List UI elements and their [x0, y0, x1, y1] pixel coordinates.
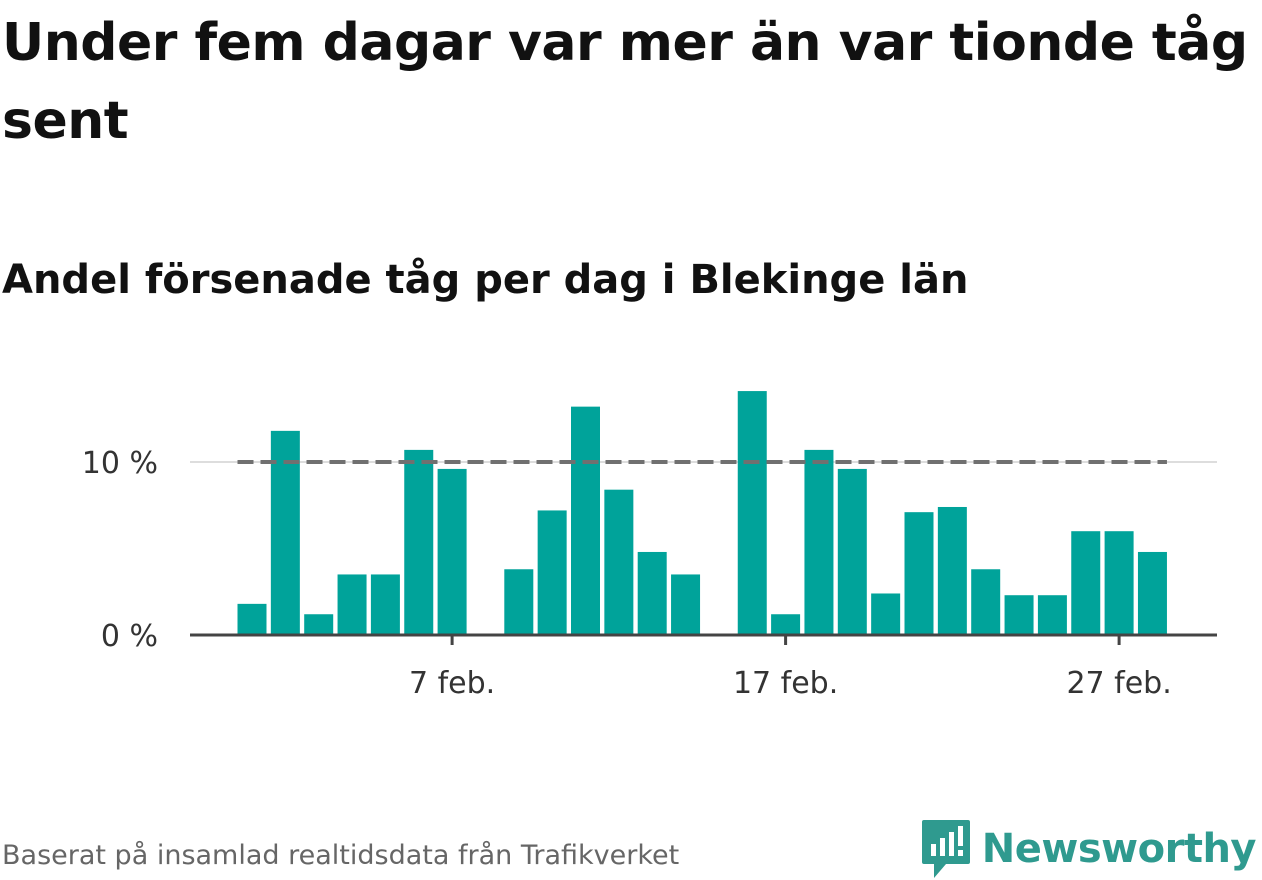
source-note: Baserat på insamlad realtidsdata från Tr… — [2, 840, 680, 871]
bar — [1071, 531, 1101, 635]
bar — [671, 574, 701, 635]
bar — [437, 468, 467, 635]
bar — [337, 574, 367, 635]
bar — [1104, 531, 1134, 635]
y-tick-label: 0 % — [101, 619, 158, 654]
bar — [270, 430, 300, 635]
bar — [1004, 595, 1034, 635]
brand-logo[interactable]: Newsworthy — [920, 818, 1257, 880]
bar — [771, 614, 801, 635]
y-tick-label: 10 % — [82, 446, 158, 481]
chart-title: Under fem dagar var mer än var tionde tå… — [2, 13, 1248, 151]
bar — [404, 449, 434, 635]
bar — [304, 614, 334, 635]
x-tick-label: 7 feb. — [409, 666, 495, 701]
axes: 0 % 10 % 7 feb. 17 feb. 27 feb. — [82, 446, 1217, 701]
bar — [837, 468, 867, 635]
bar — [504, 569, 534, 635]
bar — [904, 512, 934, 635]
bar — [1137, 551, 1167, 635]
bar-chart: 0 % 10 % 7 feb. 17 feb. 27 feb. — [82, 391, 1217, 701]
bar — [804, 449, 834, 635]
bar — [604, 489, 634, 635]
bar — [1037, 595, 1067, 635]
bar — [637, 551, 667, 635]
bars — [237, 391, 1167, 635]
x-tick-label: 27 feb. — [1066, 666, 1171, 701]
x-tick-label: 17 feb. — [733, 666, 838, 701]
newsworthy-logo-icon — [921, 820, 970, 878]
bar — [237, 603, 267, 635]
bar — [370, 574, 400, 635]
bar — [737, 391, 767, 635]
bar — [937, 506, 967, 635]
bar — [571, 406, 600, 635]
bar — [971, 569, 1001, 635]
bar — [871, 593, 901, 635]
chart-subtitle: Andel försenade tåg per dag i Blekinge l… — [2, 257, 969, 303]
bar — [537, 510, 567, 635]
brand-name: Newsworthy — [981, 826, 1257, 872]
